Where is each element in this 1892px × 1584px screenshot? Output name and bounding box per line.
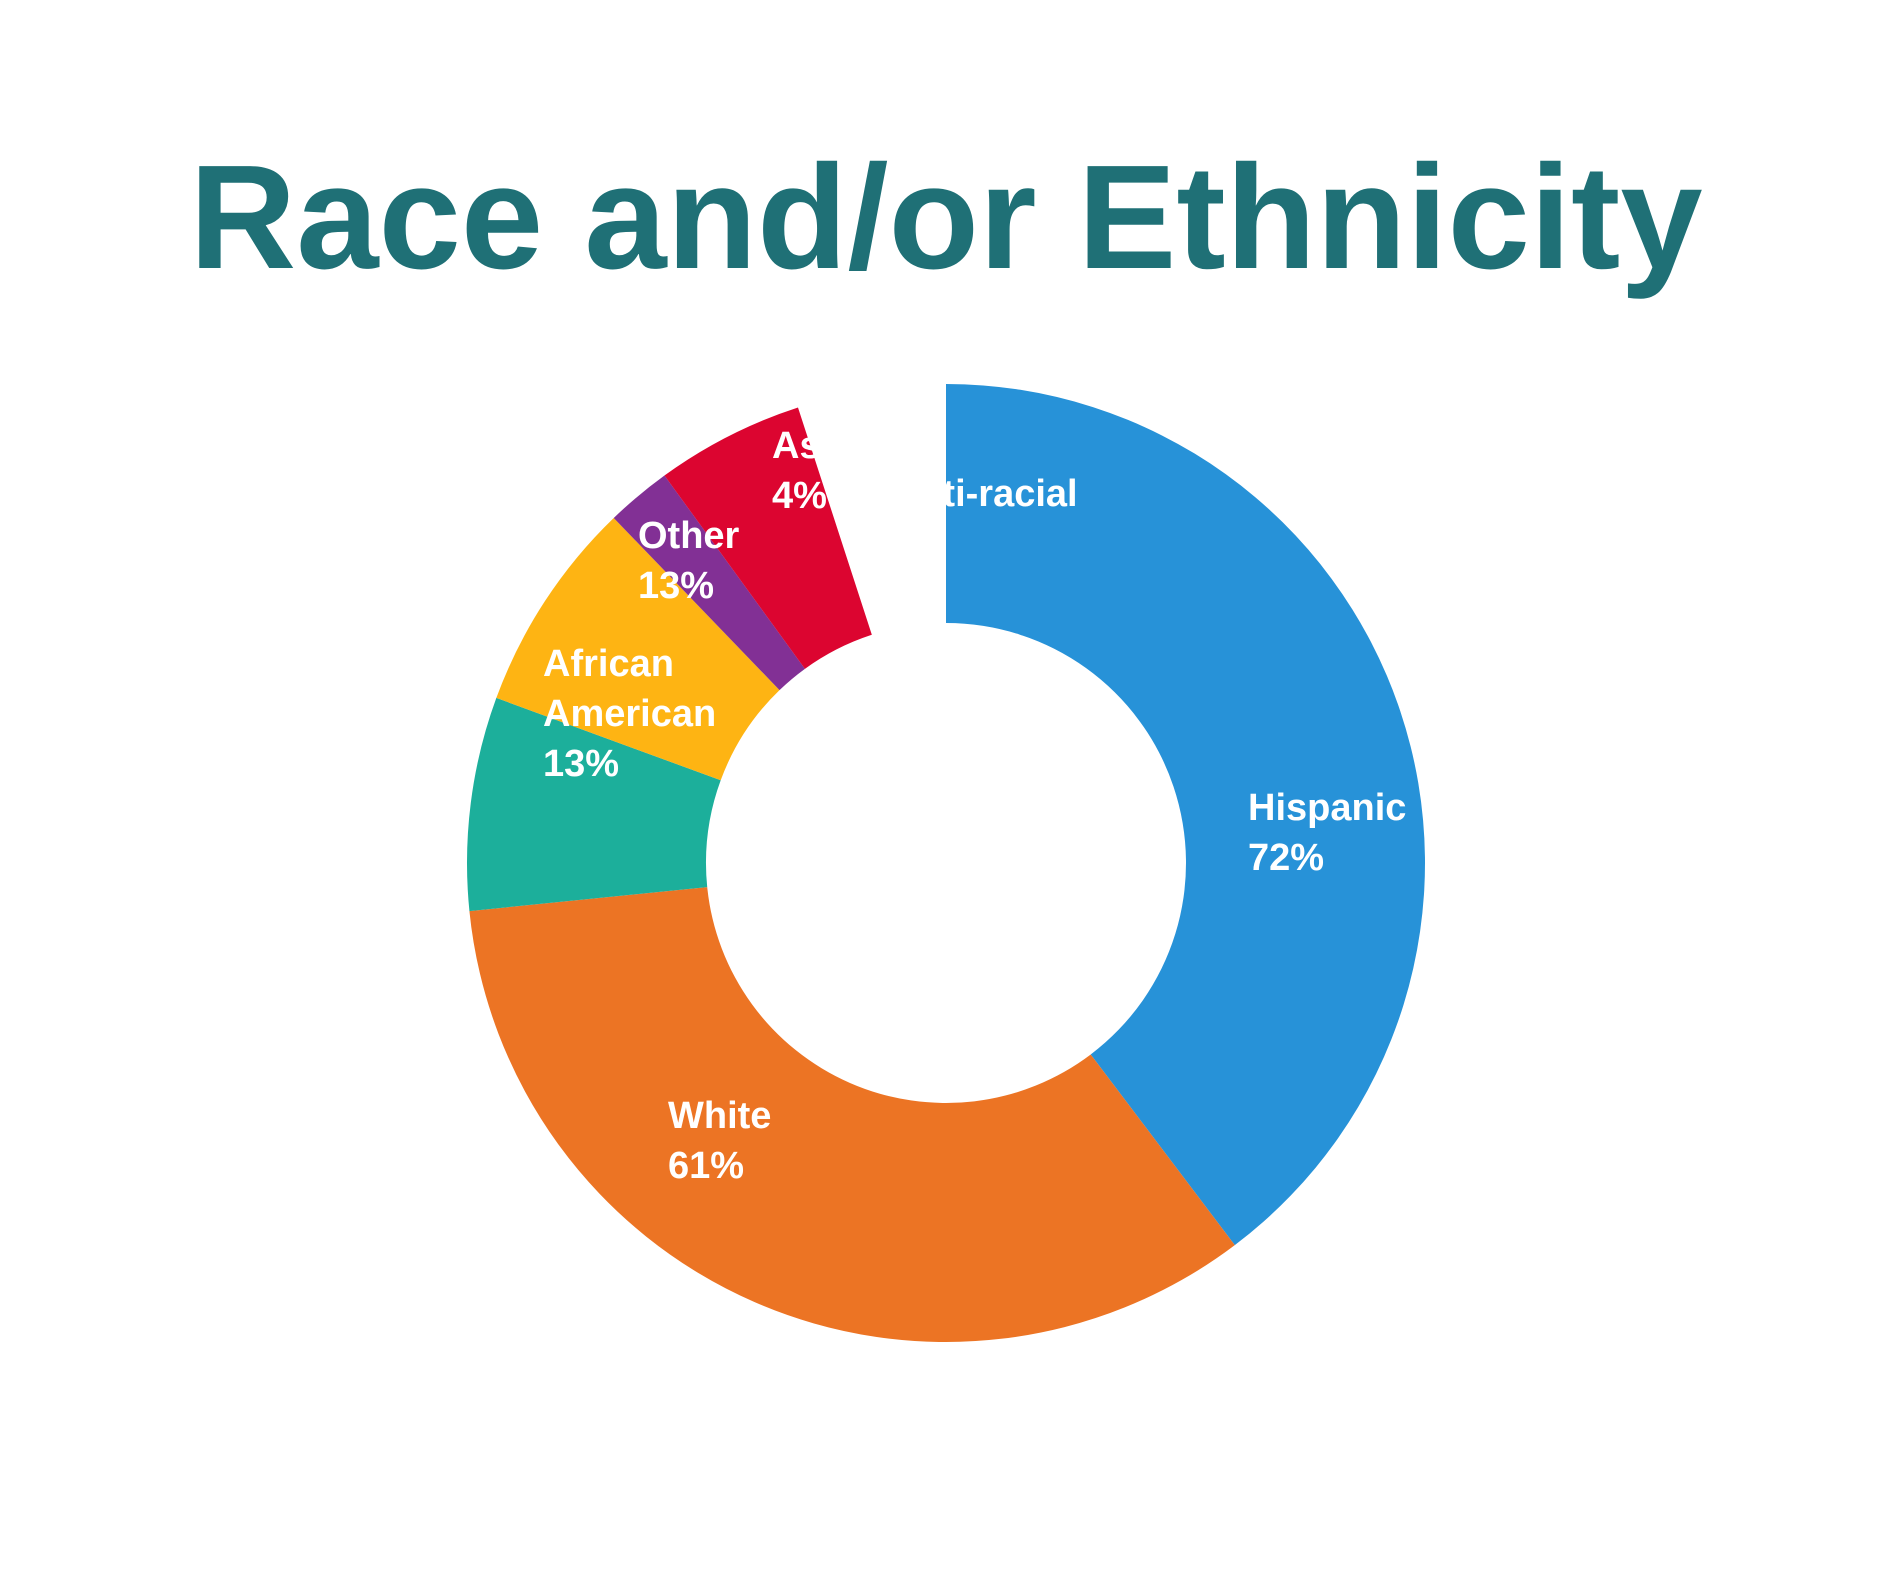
slice-multi-racial bbox=[664, 407, 872, 669]
slice-label-group: African American 13% bbox=[543, 643, 716, 785]
slice-percent-label: 4% bbox=[772, 475, 827, 517]
slice-percent-label: 72% bbox=[1248, 837, 1324, 879]
slice-label-group: Hispanic 72% bbox=[1248, 787, 1406, 879]
slice-label-group: White 61% bbox=[668, 1095, 771, 1187]
slice-name-label: Hispanic bbox=[1248, 787, 1406, 829]
slice-label-group: Asian 4% bbox=[772, 425, 875, 517]
slice-hispanic bbox=[946, 384, 1425, 1246]
slice-name-label: Other bbox=[638, 515, 740, 557]
slice-name-label: American bbox=[543, 693, 716, 735]
slice-name-label: Multi-racial bbox=[877, 473, 1078, 515]
slice-percent-label: 13% bbox=[543, 743, 619, 785]
slice-other bbox=[496, 517, 780, 781]
slice-percent-label: 9% bbox=[877, 523, 932, 565]
slice-african-american bbox=[466, 697, 721, 912]
labels-layer: Hispanic72%White61%AfricanAmerican13%Oth… bbox=[543, 425, 1406, 1187]
slice-label-group: Multi-racial 9% bbox=[877, 473, 1078, 565]
slice-white bbox=[469, 887, 1235, 1342]
slice-asian bbox=[613, 475, 805, 691]
slice-percent-label: 13% bbox=[638, 565, 714, 607]
chart-title: Race and/or Ethnicity bbox=[189, 135, 1702, 300]
slice-name-label: Asian bbox=[772, 425, 875, 467]
slice-label-group: Other 13% bbox=[638, 515, 740, 607]
slice-name-label: African bbox=[543, 643, 674, 685]
slice-name-label: White bbox=[668, 1095, 771, 1137]
slice-percent-label: 61% bbox=[668, 1145, 744, 1187]
slices-layer bbox=[466, 384, 1425, 1342]
